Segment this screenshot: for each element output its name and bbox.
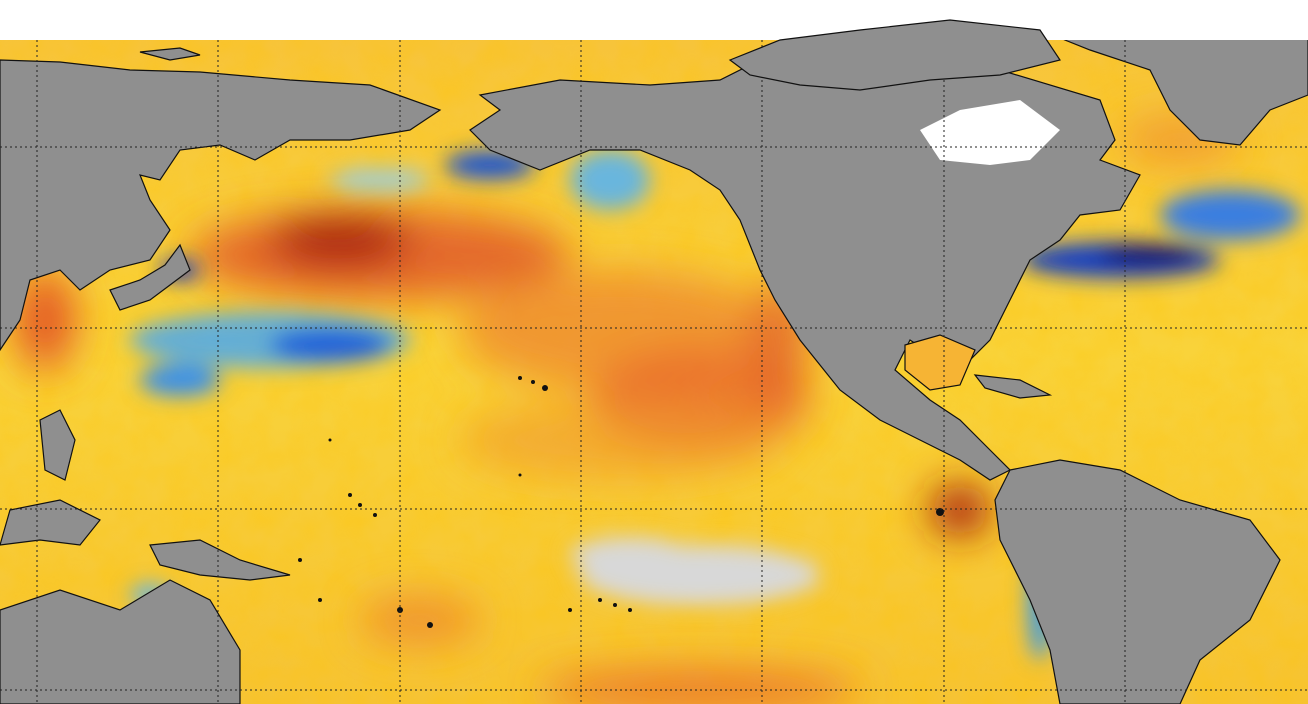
- indonesia: [0, 499, 101, 546]
- cuba: [973, 374, 1053, 399]
- top-margin: [0, 0, 1308, 40]
- japan: [109, 243, 191, 311]
- neutral-patches: [570, 537, 820, 605]
- arctic-islands: [728, 19, 1061, 91]
- gulf-mexico: [904, 334, 976, 391]
- philippines: [39, 409, 76, 481]
- asia: [0, 59, 442, 352]
- arctic-ice: [920, 100, 1060, 165]
- land: [0, 4, 1308, 704]
- siberia-islands: [139, 47, 201, 61]
- south-america: [994, 459, 1281, 704]
- new-guinea: [149, 539, 291, 581]
- australia: [0, 579, 241, 704]
